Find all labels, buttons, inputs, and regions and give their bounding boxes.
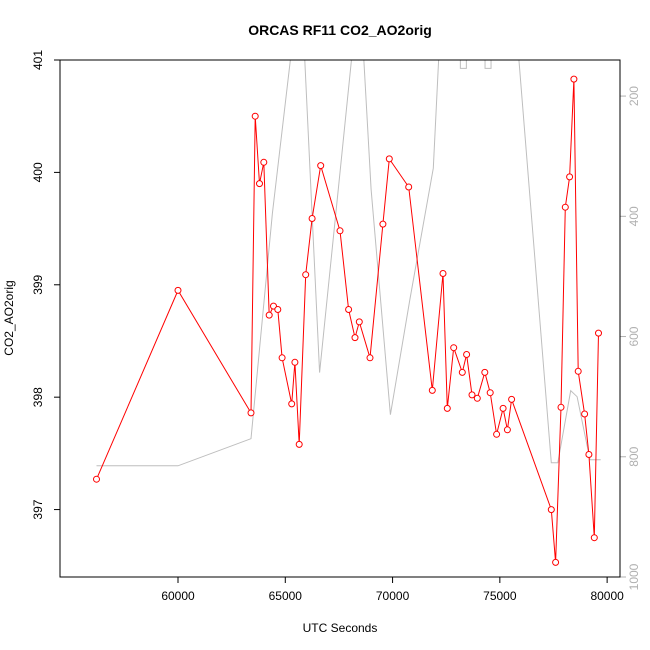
co2-point	[256, 180, 263, 188]
y2-tick-label: 200	[627, 86, 641, 106]
co2-point	[499, 404, 507, 412]
co2-point	[385, 155, 393, 163]
co2-point	[260, 158, 268, 166]
co2-point	[174, 286, 182, 294]
co2-point	[265, 311, 273, 319]
co2-point	[439, 270, 447, 277]
co2-point	[366, 354, 374, 362]
y-tick-label: 398	[31, 387, 45, 407]
co2-point	[278, 354, 286, 362]
co2-point	[493, 430, 501, 438]
co2-point	[486, 389, 494, 397]
co2-point	[291, 358, 299, 366]
co2-point	[590, 534, 598, 542]
co2-point	[317, 162, 325, 170]
co2-point	[503, 426, 511, 434]
plot-frame	[59, 59, 621, 578]
co2-point	[308, 215, 316, 222]
co2-point	[595, 329, 602, 337]
co2-series	[93, 75, 602, 566]
co2-point	[458, 368, 466, 376]
co2-point	[581, 410, 589, 418]
x-tick-label: 75000	[483, 589, 517, 603]
co2-point	[473, 394, 481, 402]
co2-point	[574, 367, 582, 375]
co2-point	[288, 400, 296, 408]
co2-point	[552, 558, 560, 566]
co2-point	[247, 409, 255, 417]
co2-point	[443, 404, 451, 412]
axes: 60000 65000 70000 75000 80000 397 398 399 400 401…	[31, 50, 641, 603]
co2-point	[566, 173, 574, 181]
chart-title: ORCAS RF11 CO2_AO2orig	[248, 22, 432, 38]
x-tick-label: 60000	[161, 589, 195, 603]
co2-point	[351, 334, 359, 342]
co2-point	[336, 227, 344, 235]
right-axis-mark	[459, 60, 467, 69]
x-tick-label: 70000	[376, 589, 410, 603]
co2-point	[345, 306, 353, 313]
y2-tick-label: 1000	[627, 563, 641, 590]
right-axis-series-line	[96, 60, 601, 467]
x-tick-label: 80000	[590, 589, 624, 603]
y-tick-label: 401	[31, 50, 45, 70]
co2-point	[302, 271, 310, 279]
co2-point	[355, 318, 363, 326]
co2-point	[93, 475, 100, 483]
y-axis-label: CO2_AO2orig	[2, 280, 16, 355]
y2-tick-label: 800	[627, 446, 641, 466]
co2-point	[508, 395, 516, 403]
co2-point	[547, 506, 555, 514]
co2-point	[428, 386, 436, 394]
co2-point	[405, 183, 413, 191]
co2-point	[557, 403, 565, 411]
co2-point	[295, 440, 303, 448]
co2-point	[570, 75, 578, 83]
x-axis-label: UTC Seconds	[303, 621, 378, 635]
y2-tick-label: 600	[627, 326, 641, 346]
co2-point	[274, 306, 282, 313]
co2-point	[468, 391, 476, 399]
co2-point	[585, 451, 593, 458]
co2-series-line	[96, 79, 599, 563]
co2-point	[561, 203, 569, 211]
right-axis-mark	[484, 60, 492, 69]
co2-point	[463, 351, 471, 358]
x-tick-label: 65000	[269, 589, 303, 603]
co2-point	[481, 368, 489, 376]
y-tick-label: 397	[31, 499, 45, 519]
y-tick-label: 400	[31, 162, 45, 182]
y2-tick-label: 400	[627, 206, 641, 226]
co2-point	[379, 220, 387, 228]
right-axis-series	[96, 60, 601, 467]
y-tick-label: 399	[31, 274, 45, 294]
co2-point	[251, 112, 259, 120]
co2-point	[450, 344, 458, 352]
